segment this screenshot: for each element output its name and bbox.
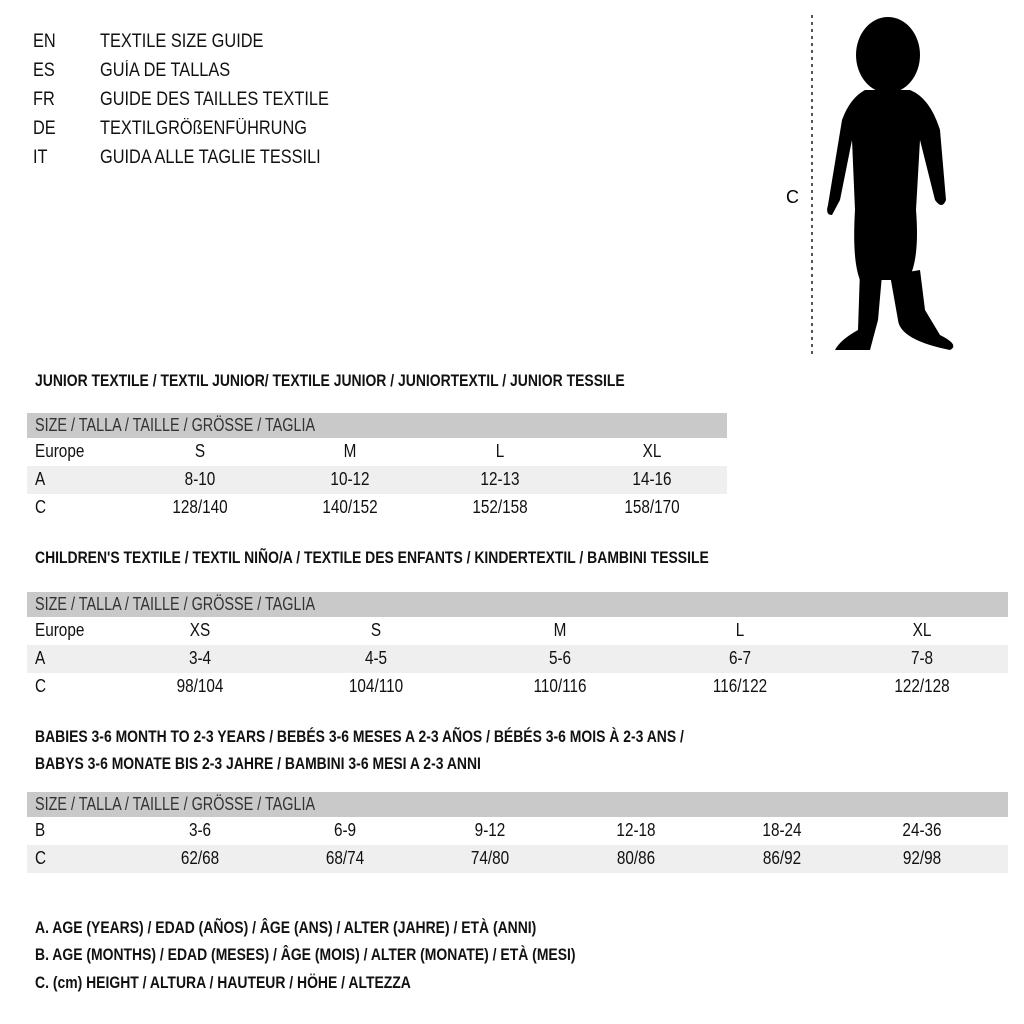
size-header: SIZE / TALLA / TAILLE / GRÖSSE / TAGLIA <box>35 594 316 614</box>
lang-code: EN <box>33 31 56 52</box>
table-cell: 140/152 <box>322 497 378 517</box>
size-header-band: SIZE / TALLA / TAILLE / GRÖSSE / TAGLIA <box>27 413 727 438</box>
table-cell: 62/68 <box>180 848 220 868</box>
size-header-band: SIZE / TALLA / TAILLE / GRÖSSE / TAGLIA <box>27 792 1008 817</box>
row-label: C <box>35 676 47 696</box>
table-cell: 12-18 <box>616 820 656 840</box>
table-cell: 6-7 <box>728 648 752 668</box>
table-cell: 74/80 <box>470 848 510 868</box>
row-label: A <box>35 469 46 489</box>
table-row: Europe XS S M L XL <box>27 617 1008 645</box>
junior-title: JUNIOR TEXTILE / TEXTIL JUNIOR/ TEXTILE … <box>35 371 625 390</box>
child-height-figure: C <box>786 15 954 355</box>
table-cell: 98/104 <box>176 676 224 696</box>
size-header: SIZE / TALLA / TAILLE / GRÖSSE / TAGLIA <box>35 794 316 814</box>
table-cell: S <box>194 441 206 461</box>
legend-c: C. (cm) HEIGHT / ALTURA / HAUTEUR / HÖHE… <box>35 973 411 992</box>
table-cell: 104/110 <box>348 676 404 696</box>
table-cell: XL <box>912 620 932 640</box>
babies-title-line2: BABYS 3-6 MONATE BIS 2-3 JAHRE / BAMBINI… <box>35 754 481 773</box>
row-label: C <box>35 848 47 868</box>
table-cell: 12-13 <box>480 469 520 489</box>
table-cell: 7-8 <box>910 648 934 668</box>
table-cell: 8-10 <box>184 469 216 489</box>
table-cell: 14-16 <box>632 469 672 489</box>
table-cell: 18-24 <box>762 820 802 840</box>
table-cell: 122/128 <box>894 676 950 696</box>
table-row: C 128/140 140/152 152/158 158/170 <box>27 494 727 522</box>
lang-title: TEXTILGRÖßENFÜHRUNG <box>100 118 307 139</box>
row-label: A <box>35 648 46 668</box>
lang-title: TEXTILE SIZE GUIDE <box>100 31 264 52</box>
lang-title: GUÍA DE TALLAS <box>100 60 231 81</box>
table-cell: 4-5 <box>364 648 388 668</box>
table-cell: 158/170 <box>624 497 680 517</box>
table-cell: L <box>495 441 505 461</box>
table-cell: 3-4 <box>188 648 212 668</box>
table-row: A 3-4 4-5 5-6 6-7 7-8 <box>27 645 1008 673</box>
height-label: C <box>786 187 799 207</box>
table-cell: 110/116 <box>533 676 587 696</box>
size-header: SIZE / TALLA / TAILLE / GRÖSSE / TAGLIA <box>35 415 316 435</box>
table-cell: 128/140 <box>172 497 228 517</box>
table-row: A 8-10 10-12 12-13 14-16 <box>27 466 727 494</box>
table-row: Europe S M L XL <box>27 438 727 466</box>
table-cell: 80/86 <box>616 848 656 868</box>
table-cell: 24-36 <box>902 820 942 840</box>
lang-code: DE <box>33 118 56 139</box>
table-cell: 116/122 <box>712 676 768 696</box>
row-label: C <box>35 497 47 517</box>
table-cell: 92/98 <box>902 848 942 868</box>
table-cell: 9-12 <box>474 820 506 840</box>
table-cell: 68/74 <box>325 848 365 868</box>
table-cell: 152/158 <box>472 497 528 517</box>
table-cell: XS <box>189 620 211 640</box>
junior-table: SIZE / TALLA / TAILLE / GRÖSSE / TAGLIA E… <box>27 413 727 522</box>
legend-b: B. AGE (MONTHS) / EDAD (MESES) / ÂGE (MO… <box>35 945 576 964</box>
child-silhouette-icon <box>827 17 954 350</box>
legend-a: A. AGE (YEARS) / EDAD (AÑOS) / ÂGE (ANS)… <box>35 918 537 937</box>
table-row: B 3-6 6-9 9-12 12-18 18-24 24-36 <box>27 817 1008 845</box>
table-cell: 3-6 <box>188 820 212 840</box>
table-cell: 86/92 <box>762 848 802 868</box>
lang-code: FR <box>33 89 55 110</box>
table-cell: 6-9 <box>333 820 357 840</box>
table-cell: XL <box>642 441 662 461</box>
lang-title: GUIDA ALLE TAGLIE TESSILI <box>100 147 321 168</box>
size-header-band: SIZE / TALLA / TAILLE / GRÖSSE / TAGLIA <box>27 592 1008 617</box>
row-label: Europe <box>35 620 85 640</box>
children-table: SIZE / TALLA / TAILLE / GRÖSSE / TAGLIA E… <box>27 592 1008 701</box>
children-title: CHILDREN'S TEXTILE / TEXTIL NIÑO/A / TEX… <box>35 548 709 567</box>
babies-table: SIZE / TALLA / TAILLE / GRÖSSE / TAGLIA B… <box>27 792 1008 873</box>
table-cell: 10-12 <box>330 469 370 489</box>
table-row: C 62/68 68/74 74/80 80/86 86/92 92/98 <box>27 845 1008 873</box>
table-cell: L <box>735 620 745 640</box>
row-label: Europe <box>35 441 85 461</box>
table-cell: M <box>343 441 357 461</box>
babies-title-line1: BABIES 3-6 MONTH TO 2-3 YEARS / BEBÉS 3-… <box>35 727 684 746</box>
table-cell: M <box>553 620 567 640</box>
table-cell: 5-6 <box>548 648 572 668</box>
lang-code: ES <box>33 60 55 81</box>
lang-code: IT <box>33 147 48 168</box>
lang-title: GUIDE DES TAILLES TEXTILE <box>100 89 329 110</box>
row-label: B <box>35 820 46 840</box>
table-row: C 98/104 104/110 110/116 116/122 122/128 <box>27 673 1008 701</box>
table-cell: S <box>370 620 382 640</box>
